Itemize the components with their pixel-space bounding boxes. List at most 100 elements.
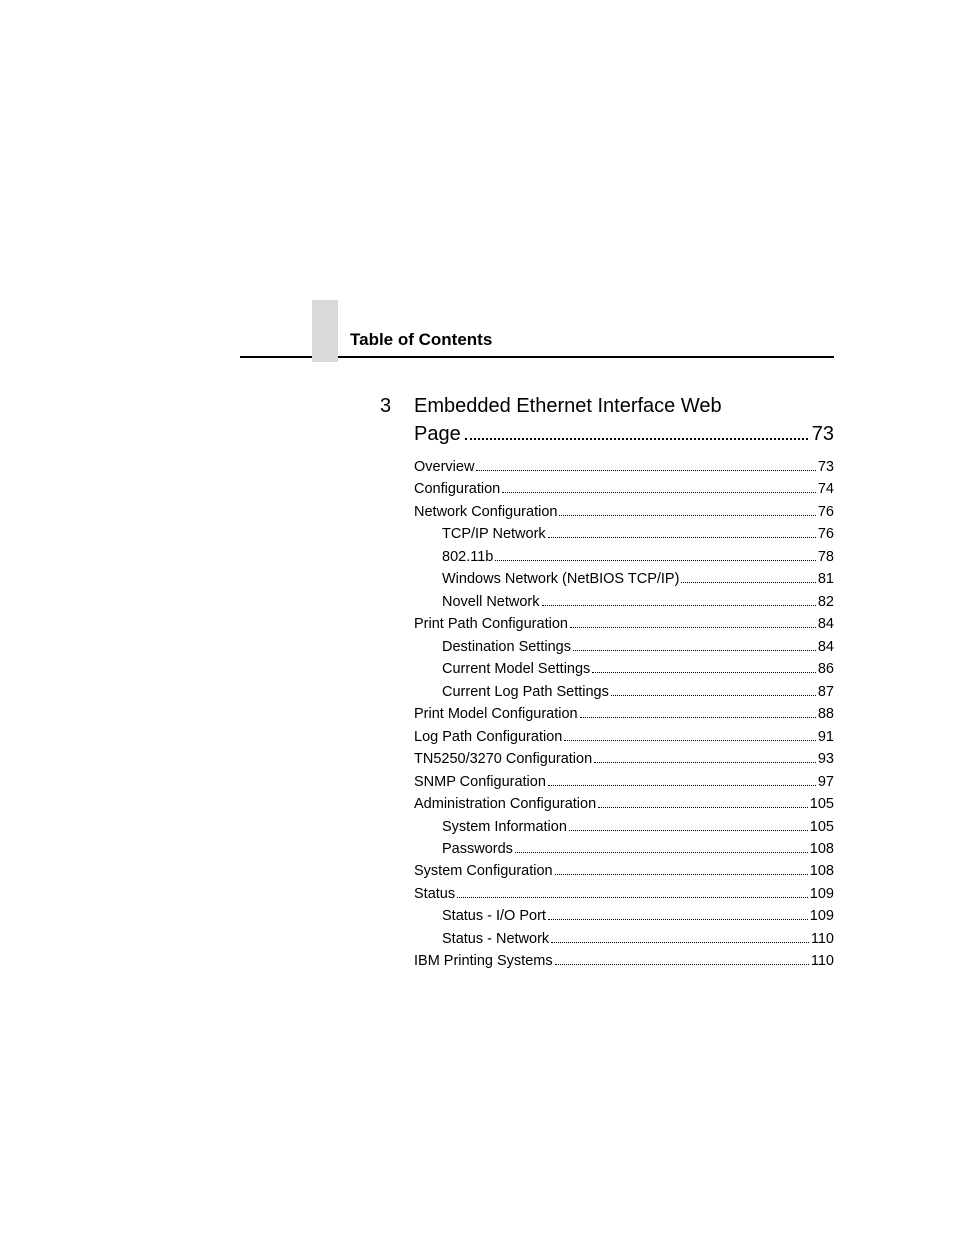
toc-leader [592,672,816,673]
toc-leader [681,582,815,583]
toc-entry: Windows Network (NetBIOS TCP/IP) 81 [414,568,834,590]
toc-entry: Overview 73 [414,456,834,478]
chapter-heading-row: 3 Embedded Ethernet Interface Web [380,392,834,421]
toc-entry-label: Overview [414,456,474,478]
toc-entry-label: Configuration [414,478,500,500]
toc-entry: Configuration 74 [414,478,834,500]
toc-entry: Network Configuration 76 [414,501,834,523]
header-accent-square [312,300,338,362]
toc-entry-label: 802.11b [442,546,493,568]
toc-entry-page: 74 [818,478,834,500]
toc-entry-label: TN5250/3270 Configuration [414,748,592,770]
toc-leader [594,762,816,763]
header-rule-left [240,356,312,358]
toc-leader [502,492,816,493]
toc-entry-label: Destination Settings [442,636,571,658]
chapter-title-line1: Embedded Ethernet Interface Web [414,392,834,421]
toc-entry-label: Current Log Path Settings [442,681,609,703]
toc-entry-page: 76 [818,523,834,545]
toc-entry: Status - I/O Port109 [414,905,834,927]
toc-entry-label: TCP/IP Network [442,523,546,545]
toc-leader [569,830,808,831]
toc-entry-page: 81 [818,568,834,590]
toc-entry-label: Log Path Configuration [414,726,562,748]
toc-leader [548,919,808,920]
toc-leader [559,515,815,516]
chapter-leader [465,438,808,440]
toc-entry-list: Overview73Configuration74Network Configu… [414,456,834,973]
toc-leader [564,740,816,741]
toc-leader [515,852,808,853]
toc-entry-page: 84 [818,636,834,658]
toc-entry-page: 76 [818,501,834,523]
toc-leader [580,717,816,718]
toc-leader [598,807,808,808]
toc-leader [555,964,809,965]
toc-leader [495,560,816,561]
toc-entry: Print Path Configuration 84 [414,613,834,635]
toc-entry-page: 110 [811,950,834,972]
toc-entry-page: 97 [818,771,834,793]
toc-entry-label: Print Path Configuration [414,613,568,635]
toc-entry-page: 88 [818,703,834,725]
toc-entry-page: 110 [811,928,834,950]
toc-entry: Print Model Configuration 88 [414,703,834,725]
toc-leader [548,785,816,786]
toc-leader [476,470,815,471]
toc-entry-label: System Information [442,816,567,838]
toc-entry-label: Current Model Settings [442,658,590,680]
toc-entry: TN5250/3270 Configuration 93 [414,748,834,770]
toc-header-title: Table of Contents [350,330,492,350]
toc-entry-label: IBM Printing Systems [414,950,553,972]
toc-leader [548,537,816,538]
toc-entry: Current Log Path Settings 87 [414,681,834,703]
toc-content: 3 Embedded Ethernet Interface Web Page 7… [380,392,834,973]
toc-entry: Status - Network 110 [414,928,834,950]
toc-entry-label: Status [414,883,455,905]
document-page: Table of Contents 3 Embedded Ethernet In… [0,0,954,1235]
toc-entry: IBM Printing Systems 110 [414,950,834,972]
toc-entry-page: 84 [818,613,834,635]
toc-entry: Administration Configuration 105 [414,793,834,815]
toc-entry: 802.11b78 [414,546,834,568]
toc-entry-label: Administration Configuration [414,793,596,815]
toc-entry-page: 105 [810,793,834,815]
toc-leader [570,627,816,628]
toc-entry-label: Status - Network [442,928,549,950]
toc-entry-page: 108 [810,838,834,860]
toc-entry: Status 109 [414,883,834,905]
toc-entry: System Information 105 [414,816,834,838]
toc-entry: Passwords 108 [414,838,834,860]
toc-entry-label: Passwords [442,838,513,860]
chapter-heading-row-2: Page 73 [414,423,834,446]
toc-entry: Destination Settings 84 [414,636,834,658]
toc-leader [573,650,816,651]
header-rule-right [338,356,834,358]
chapter-page-number: 73 [812,423,834,446]
toc-entry-label: Print Model Configuration [414,703,578,725]
toc-entry: Log Path Configuration 91 [414,726,834,748]
toc-entry: System Configuration108 [414,860,834,882]
toc-entry-label: Network Configuration [414,501,557,523]
toc-entry-label: System Configuration [414,860,553,882]
toc-entry-label: Windows Network (NetBIOS TCP/IP) [442,568,679,590]
chapter-title-line2: Page [414,423,461,446]
toc-entry: Novell Network82 [414,591,834,613]
toc-entry-page: 73 [818,456,834,478]
toc-entry-page: 82 [818,591,834,613]
toc-entry-page: 91 [818,726,834,748]
toc-entry-page: 109 [810,883,834,905]
toc-entry: TCP/IP Network 76 [414,523,834,545]
toc-entry: SNMP Configuration 97 [414,771,834,793]
toc-entry-label: Status - I/O Port [442,905,546,927]
toc-entry-page: 105 [810,816,834,838]
toc-entry-page: 87 [818,681,834,703]
toc-entry-page: 93 [818,748,834,770]
toc-leader [611,695,816,696]
toc-leader [457,897,808,898]
toc-leader [542,605,816,606]
toc-entry: Current Model Settings86 [414,658,834,680]
toc-entry-label: SNMP Configuration [414,771,546,793]
toc-leader [551,942,809,943]
chapter-number: 3 [380,395,414,418]
